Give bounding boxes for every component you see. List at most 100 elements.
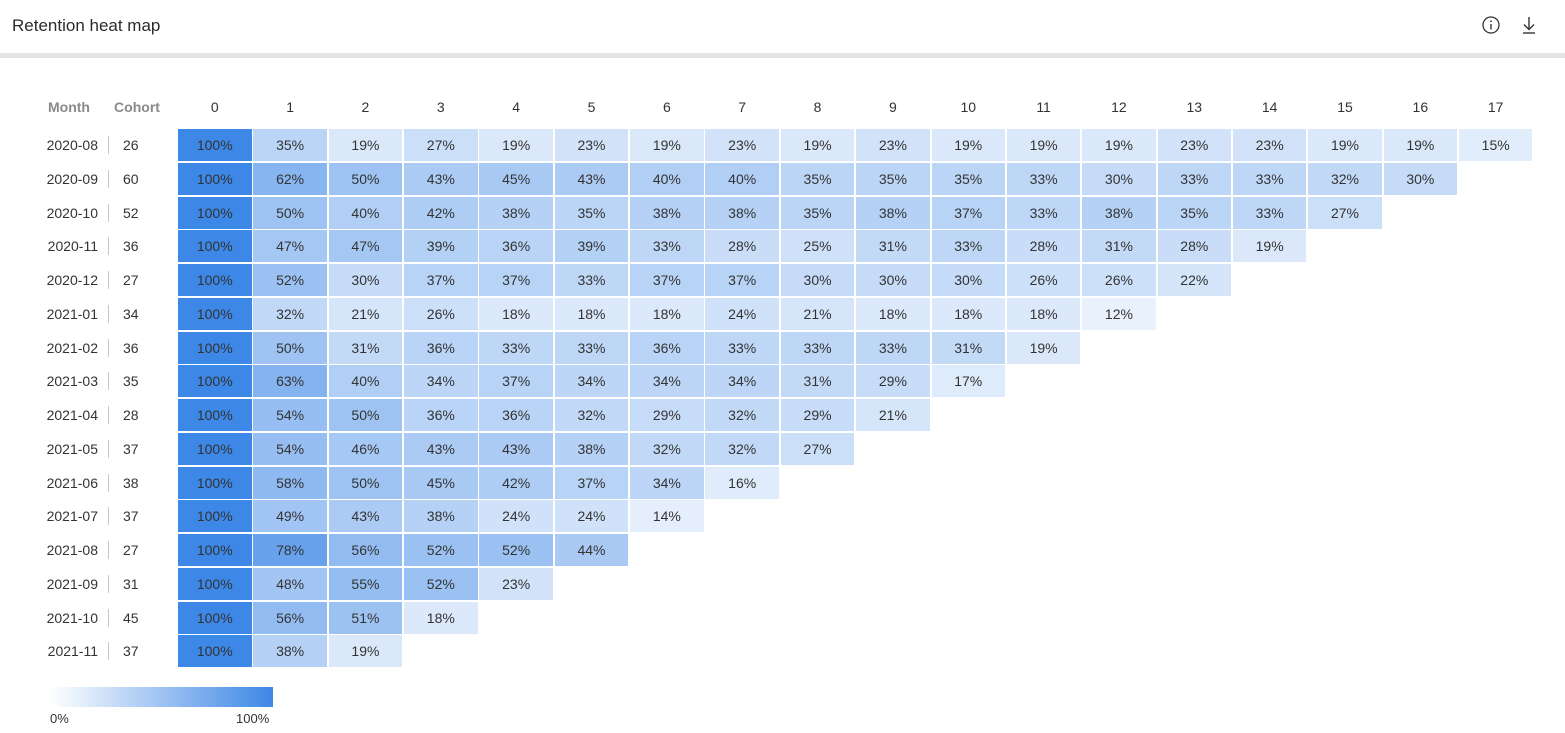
heatmap-cell[interactable]: 43% — [328, 500, 403, 533]
heatmap-cell[interactable]: 24% — [479, 500, 553, 533]
heatmap-cell[interactable]: 49% — [253, 500, 327, 533]
heatmap-cell[interactable]: 14% — [630, 500, 704, 533]
heatmap-cell[interactable]: 37% — [931, 196, 1005, 229]
heatmap-cell[interactable]: 32% — [705, 432, 779, 465]
heatmap-cell[interactable]: 100% — [178, 466, 252, 499]
heatmap-cell[interactable]: 43% — [404, 432, 478, 465]
heatmap-cell[interactable]: 35% — [931, 162, 1005, 195]
heatmap-cell[interactable]: 34% — [554, 365, 629, 398]
heatmap-cell[interactable]: 32% — [1308, 162, 1382, 195]
heatmap-cell[interactable]: 26% — [1082, 264, 1156, 296]
heatmap-cell[interactable]: 100% — [178, 534, 252, 566]
heatmap-cell[interactable]: 42% — [479, 466, 553, 499]
heatmap-cell[interactable]: 26% — [1006, 264, 1081, 296]
heatmap-cell[interactable]: 24% — [554, 500, 629, 533]
heatmap-cell[interactable]: 21% — [856, 399, 930, 431]
heatmap-cell[interactable]: 19% — [1383, 129, 1458, 161]
heatmap-cell[interactable]: 38% — [1082, 196, 1156, 229]
heatmap-cell[interactable]: 18% — [554, 297, 629, 330]
heatmap-cell[interactable]: 34% — [630, 466, 704, 499]
heatmap-cell[interactable]: 19% — [931, 129, 1005, 161]
heatmap-cell[interactable]: 54% — [253, 432, 327, 465]
heatmap-cell[interactable]: 19% — [328, 635, 403, 668]
heatmap-cell[interactable]: 33% — [630, 230, 704, 263]
heatmap-cell[interactable]: 23% — [856, 129, 930, 161]
heatmap-cell[interactable]: 39% — [404, 230, 478, 263]
heatmap-cell[interactable]: 38% — [630, 196, 704, 229]
heatmap-cell[interactable]: 43% — [404, 162, 478, 195]
heatmap-cell[interactable]: 35% — [253, 129, 327, 161]
heatmap-cell[interactable]: 38% — [856, 196, 930, 229]
heatmap-cell[interactable]: 33% — [1232, 162, 1307, 195]
heatmap-cell[interactable]: 43% — [554, 162, 629, 195]
heatmap-cell[interactable]: 18% — [856, 297, 930, 330]
heatmap-cell[interactable]: 100% — [178, 365, 252, 398]
heatmap-cell[interactable]: 30% — [780, 264, 855, 296]
heatmap-cell[interactable]: 32% — [253, 297, 327, 330]
heatmap-cell[interactable]: 19% — [1006, 129, 1081, 161]
heatmap-cell[interactable]: 31% — [780, 365, 855, 398]
heatmap-cell[interactable]: 37% — [479, 264, 553, 296]
heatmap-cell[interactable]: 45% — [479, 162, 553, 195]
heatmap-cell[interactable]: 36% — [404, 399, 478, 431]
heatmap-cell[interactable]: 35% — [780, 196, 855, 229]
heatmap-cell[interactable]: 50% — [328, 162, 403, 195]
download-button[interactable] — [1517, 13, 1541, 37]
heatmap-cell[interactable]: 22% — [1157, 264, 1232, 296]
heatmap-cell[interactable]: 33% — [856, 331, 930, 364]
heatmap-cell[interactable]: 78% — [253, 534, 327, 566]
heatmap-cell[interactable]: 47% — [253, 230, 327, 263]
heatmap-cell[interactable]: 31% — [856, 230, 930, 263]
heatmap-cell[interactable]: 23% — [1157, 129, 1232, 161]
heatmap-cell[interactable]: 33% — [1157, 162, 1232, 195]
heatmap-cell[interactable]: 50% — [328, 399, 403, 431]
heatmap-cell[interactable]: 100% — [178, 196, 252, 229]
heatmap-cell[interactable]: 34% — [630, 365, 704, 398]
heatmap-cell[interactable]: 27% — [1308, 196, 1382, 229]
heatmap-cell[interactable]: 100% — [178, 601, 252, 634]
heatmap-cell[interactable]: 38% — [479, 196, 553, 229]
heatmap-cell[interactable]: 18% — [404, 601, 478, 634]
heatmap-cell[interactable]: 100% — [178, 331, 252, 364]
heatmap-cell[interactable]: 35% — [856, 162, 930, 195]
heatmap-cell[interactable]: 35% — [780, 162, 855, 195]
heatmap-cell[interactable]: 100% — [178, 162, 252, 195]
heatmap-cell[interactable]: 27% — [404, 129, 478, 161]
heatmap-cell[interactable]: 29% — [630, 399, 704, 431]
heatmap-cell[interactable]: 38% — [253, 635, 327, 668]
heatmap-cell[interactable]: 100% — [178, 500, 252, 533]
heatmap-cell[interactable]: 44% — [554, 534, 629, 566]
heatmap-cell[interactable]: 51% — [328, 601, 403, 634]
heatmap-cell[interactable]: 31% — [1082, 230, 1156, 263]
heatmap-cell[interactable]: 54% — [253, 399, 327, 431]
heatmap-cell[interactable]: 40% — [328, 196, 403, 229]
heatmap-cell[interactable]: 18% — [630, 297, 704, 330]
heatmap-cell[interactable]: 35% — [1157, 196, 1232, 229]
info-button[interactable] — [1479, 13, 1503, 37]
heatmap-cell[interactable]: 18% — [1006, 297, 1081, 330]
heatmap-cell[interactable]: 25% — [780, 230, 855, 263]
heatmap-cell[interactable]: 56% — [328, 534, 403, 566]
heatmap-cell[interactable]: 31% — [931, 331, 1005, 364]
heatmap-cell[interactable]: 100% — [178, 230, 252, 263]
heatmap-cell[interactable]: 100% — [178, 297, 252, 330]
heatmap-cell[interactable]: 40% — [705, 162, 779, 195]
heatmap-cell[interactable]: 45% — [404, 466, 478, 499]
heatmap-cell[interactable]: 23% — [554, 129, 629, 161]
heatmap-cell[interactable]: 37% — [630, 264, 704, 296]
heatmap-cell[interactable]: 63% — [253, 365, 327, 398]
heatmap-cell[interactable]: 23% — [1232, 129, 1307, 161]
heatmap-cell[interactable]: 33% — [554, 264, 629, 296]
heatmap-cell[interactable]: 30% — [1082, 162, 1156, 195]
heatmap-cell[interactable]: 58% — [253, 466, 327, 499]
heatmap-cell[interactable]: 33% — [1232, 196, 1307, 229]
heatmap-cell[interactable]: 55% — [328, 567, 403, 600]
heatmap-cell[interactable]: 19% — [630, 129, 704, 161]
heatmap-cell[interactable]: 32% — [554, 399, 629, 431]
heatmap-cell[interactable]: 15% — [1458, 129, 1533, 161]
heatmap-cell[interactable]: 33% — [705, 331, 779, 364]
heatmap-cell[interactable]: 33% — [1006, 196, 1081, 229]
heatmap-cell[interactable]: 19% — [780, 129, 855, 161]
heatmap-cell[interactable]: 46% — [328, 432, 403, 465]
heatmap-cell[interactable]: 37% — [705, 264, 779, 296]
